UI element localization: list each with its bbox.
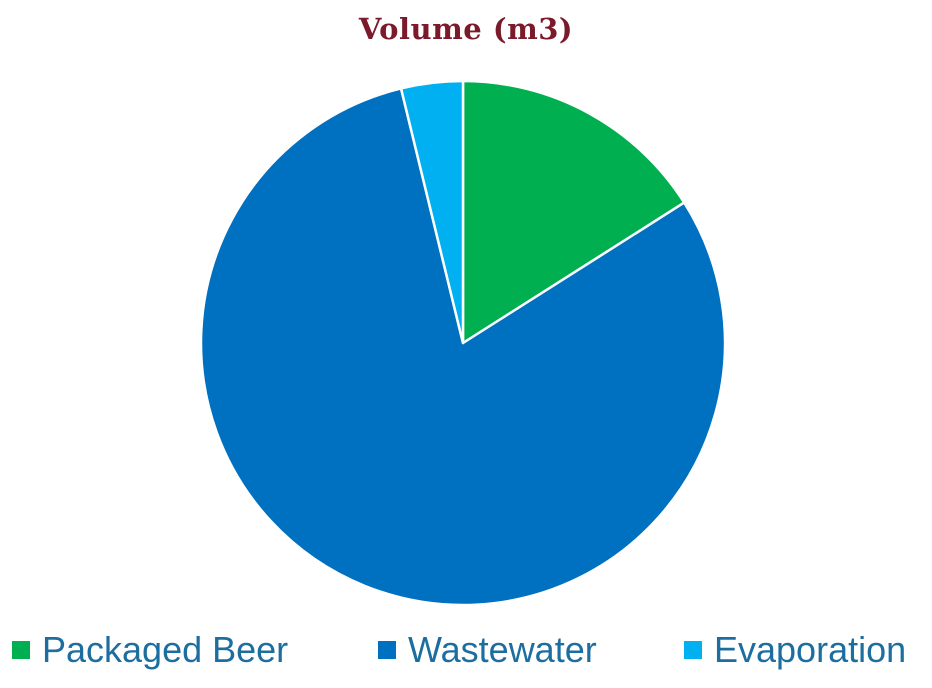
legend: Packaged Beer Wastewater Evaporation [0, 620, 932, 680]
pie-slice-packaged-beer [461, 79, 686, 345]
legend-label: Packaged Beer [42, 629, 289, 670]
legend-swatch [684, 641, 702, 659]
legend-swatch [12, 641, 30, 659]
legend-label: Evaporation [714, 629, 907, 670]
pie-slice-wastewater [199, 87, 727, 607]
pie-plot [199, 79, 727, 607]
chart-title: Volume (m3) [358, 12, 574, 46]
legend-swatch [378, 641, 396, 659]
legend-item-evaporation: Evaporation [684, 620, 906, 680]
legend-item-packaged-beer: Packaged Beer [12, 620, 288, 680]
legend-label: Wastewater [408, 629, 597, 670]
pie-slice-evaporation [399, 79, 465, 345]
legend-item-wastewater: Wastewater [378, 620, 597, 680]
